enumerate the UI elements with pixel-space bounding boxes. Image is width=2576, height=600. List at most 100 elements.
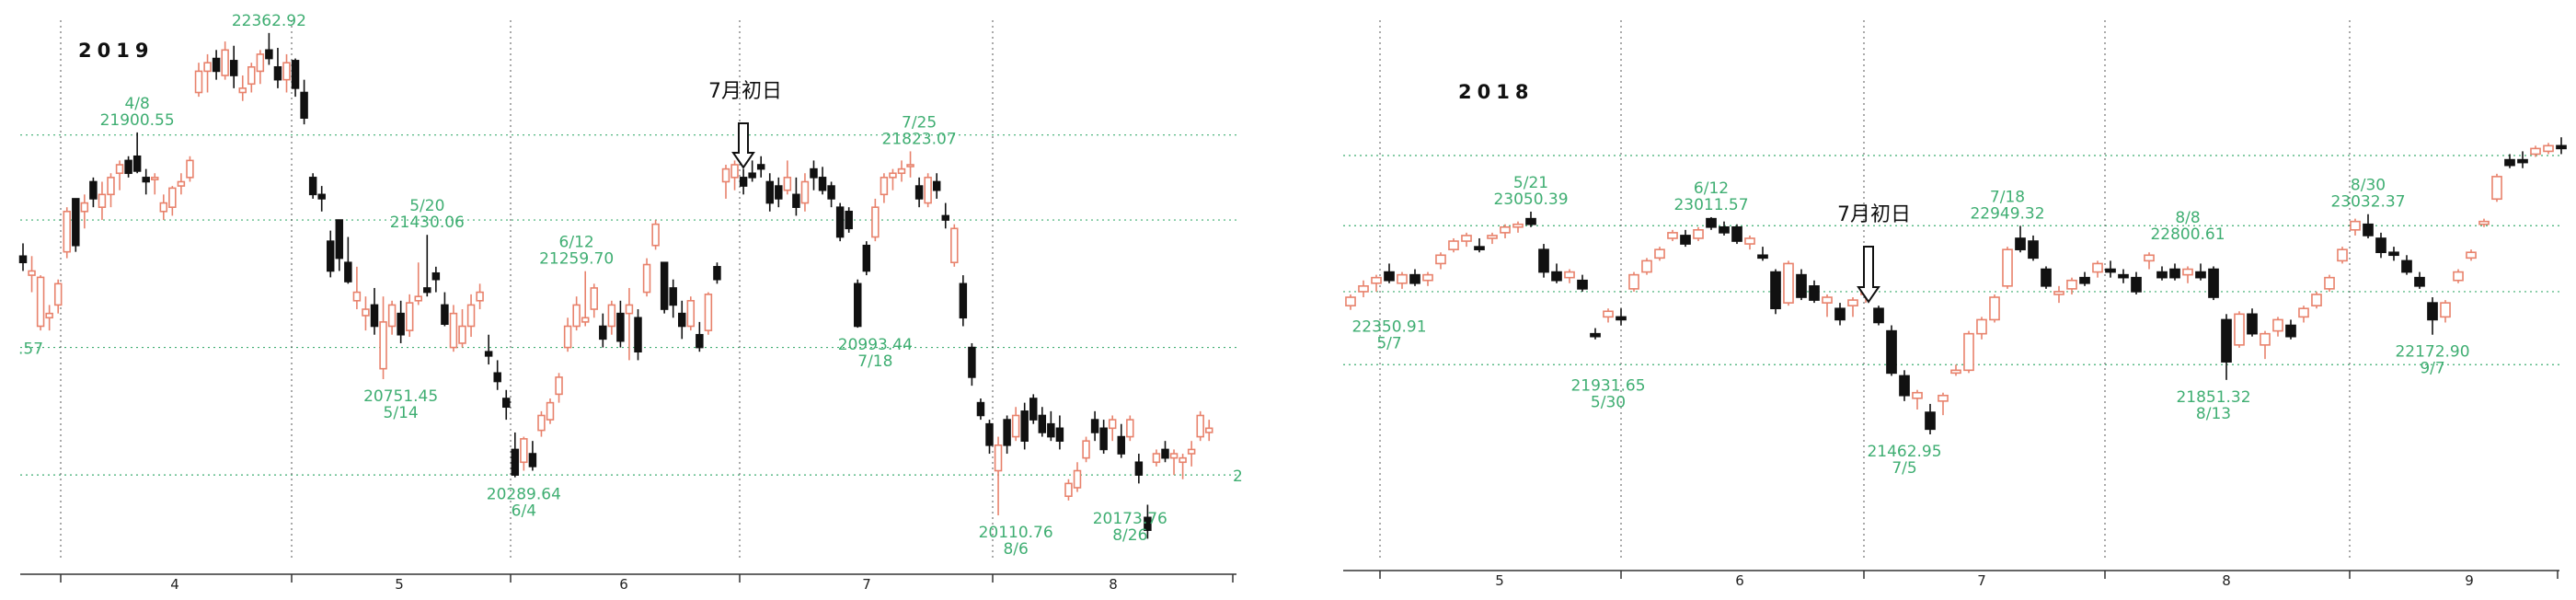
candle-body-87	[783, 177, 792, 191]
annotation-value-8: 21823.07	[882, 130, 957, 148]
candle-body-26	[247, 65, 256, 86]
annotation-value-4: 21430.06	[390, 213, 465, 232]
candle-body-124	[1108, 419, 1117, 430]
candle-body-53	[2028, 240, 2039, 260]
candle-body-0	[18, 255, 28, 264]
candle-body-97	[871, 206, 880, 238]
candle-body-4	[53, 283, 63, 306]
candle-body-73	[660, 261, 669, 310]
candle-body-27	[1693, 229, 1704, 239]
candle-body-62	[2144, 254, 2155, 262]
candle-body-56	[2066, 279, 2077, 290]
year-label: 2018	[1458, 81, 1534, 103]
candle-body-125	[1117, 435, 1125, 455]
candle-body-79	[713, 266, 721, 281]
candle-body-95	[854, 283, 862, 328]
x-tick-label-4: 9	[2465, 572, 2474, 589]
annotation-value-6: 21259.70	[539, 249, 614, 268]
candle-body-72	[2272, 318, 2283, 332]
candle-body-28	[1706, 217, 1717, 228]
candle-body-81	[730, 164, 739, 179]
candle-body-52	[476, 291, 484, 302]
candle-body-20	[194, 70, 203, 94]
candle-body-87	[2466, 251, 2477, 260]
candle-body-133	[1187, 448, 1196, 455]
candle-body-46	[423, 287, 431, 294]
candle-body-12	[1500, 225, 1511, 234]
annotation-partial-11: 2	[1233, 467, 1243, 486]
candle-body-37	[1822, 296, 1833, 304]
candle-body-72	[651, 223, 660, 247]
candle-body-92	[2530, 147, 2541, 156]
candle-body-23	[1641, 260, 1652, 273]
candle-body-63	[2156, 271, 2168, 279]
annotation-date-9: 9/7	[2420, 360, 2444, 378]
candle-body-23	[221, 49, 229, 76]
candle-body-43	[1899, 375, 1910, 397]
annotation-date-1: 5/21	[1513, 174, 1548, 192]
candle-body-134	[1196, 414, 1204, 438]
candle-body-67	[2208, 268, 2219, 298]
candle-body-14	[1525, 217, 1536, 225]
candle-body-36	[1809, 285, 1820, 301]
candle-body-6	[1422, 273, 1433, 282]
candle-body-59	[2105, 268, 2116, 273]
annotation-date-8: 8/30	[2351, 177, 2386, 195]
candle-body-39	[1847, 299, 1858, 306]
candle-body-54	[493, 372, 501, 383]
candle-body-52	[2015, 237, 2026, 250]
candle-body-104	[932, 180, 941, 191]
candle-body-112	[1003, 419, 1011, 446]
annotation-date-3: 5/14	[384, 404, 419, 422]
candle-body-24	[1654, 248, 1665, 260]
candle-body-17	[1564, 271, 1575, 279]
annotation-date-8: 7/25	[902, 113, 937, 132]
x-tick-label-4: 8	[1109, 576, 1118, 593]
candle-body-94	[845, 211, 853, 230]
candle-body-26	[1680, 235, 1691, 245]
candle-body-16	[159, 202, 168, 213]
annotation-value-5: 20289.64	[487, 486, 561, 504]
candle-body-11	[1487, 235, 1498, 239]
x-tick-label-1: 6	[1735, 572, 1744, 589]
candle-body-122	[1090, 419, 1099, 433]
candle-body-89	[800, 180, 810, 204]
candle-body-75	[2311, 294, 2322, 306]
annotation-value-9: 22172.90	[2395, 343, 2469, 362]
candle-body-96	[862, 244, 871, 272]
candle-body-80	[721, 167, 730, 183]
candle-body-3	[45, 312, 53, 319]
candle-body-117	[1047, 422, 1055, 438]
candle-body-19	[1590, 332, 1601, 338]
candle-body-67	[607, 304, 616, 328]
candle-body-126	[1126, 419, 1134, 438]
candle-body-2	[1371, 276, 1382, 284]
candle-body-14	[142, 177, 150, 183]
annotation-value-1: 23050.39	[1493, 190, 1568, 209]
candle-body-65	[2182, 268, 2193, 276]
candle-body-30	[1731, 225, 1742, 242]
candle-body-34	[317, 193, 326, 200]
annotation-date-6: 6/12	[559, 233, 594, 251]
candle-body-127	[1134, 461, 1144, 476]
candle-body-60	[2118, 273, 2129, 279]
candle-body-68	[2221, 318, 2232, 363]
candle-body-108	[968, 346, 976, 378]
candle-body-63	[572, 304, 581, 328]
candle-body-70	[634, 317, 642, 353]
candle-body-102	[914, 185, 924, 200]
candle-body-22	[1628, 273, 1639, 290]
candle-body-47	[431, 271, 441, 281]
annotation-value-3: 23011.57	[1673, 196, 1748, 214]
callout-label: 7月初日	[1837, 203, 1911, 226]
candle-body-51	[2002, 248, 2013, 287]
candle-body-69	[2234, 313, 2245, 346]
candle-body-78	[2350, 220, 2361, 231]
candle-body-70	[2247, 313, 2258, 335]
candle-body-130	[1161, 448, 1169, 459]
candle-body-18	[177, 180, 186, 187]
candle-body-47	[1950, 369, 1961, 375]
candle-body-113	[1011, 414, 1020, 438]
candle-body-62	[563, 325, 572, 349]
x-tick-label-2: 6	[619, 576, 628, 593]
